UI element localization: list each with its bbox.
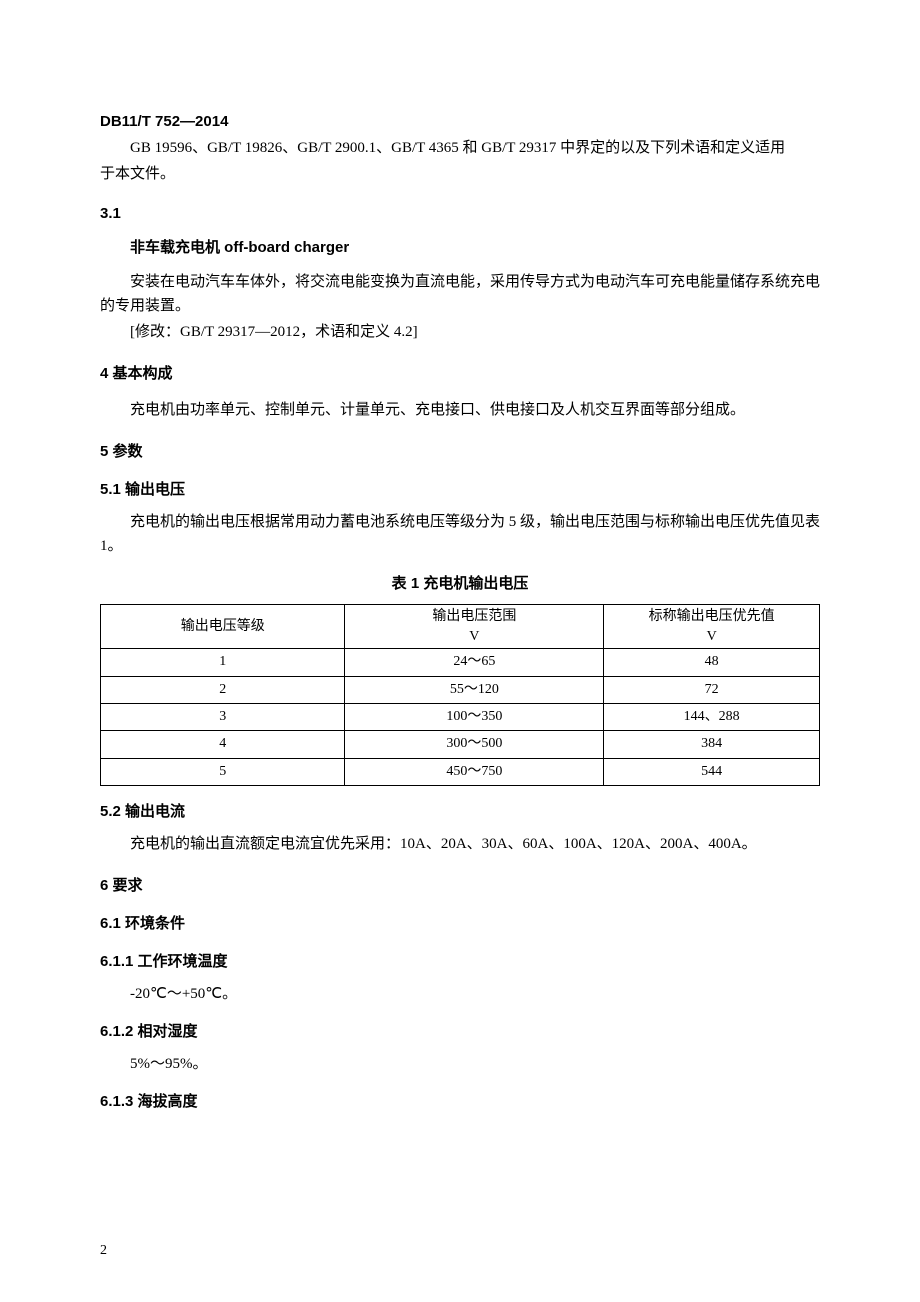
term-3-1-heading: 非车载充电机 off-board charger <box>100 236 820 260</box>
col-2-label: 标称输出电压优先值 <box>649 609 775 624</box>
section-6-1-2-heading: 6.1.2 相对湿度 <box>100 1020 820 1044</box>
page: DB11/T 752—2014 GB 19596、GB/T 19826、GB/T… <box>0 0 920 1302</box>
document-code: DB11/T 752—2014 <box>100 110 820 134</box>
section-6-1-1-body: -20℃～+50℃。 <box>100 982 820 1006</box>
table-row: 2 55～120 72 <box>101 676 820 703</box>
table-header-cell: 输出电压等级 <box>101 605 345 649</box>
table-row: 5 450～750 544 <box>101 758 820 785</box>
table-header-cell: 标称输出电压优先值 V <box>604 605 820 649</box>
page-number: 2 <box>100 1240 107 1262</box>
section-5-heading: 5 参数 <box>100 440 820 464</box>
col-2-unit: V <box>707 629 717 644</box>
col-1-label: 输出电压范围 <box>432 609 516 624</box>
table-1-caption: 表 1 充电机输出电压 <box>100 572 820 596</box>
table-cell: 1 <box>101 649 345 676</box>
table-cell: 144、288 <box>604 703 820 730</box>
col-0-label: 输出电压等级 <box>181 619 265 634</box>
table-cell: 55～120 <box>345 676 604 703</box>
table-header-cell: 输出电压范围 V <box>345 605 604 649</box>
table-1: 输出电压等级 输出电压范围 V 标称输出电压优先值 V 1 24～65 48 2 <box>100 604 820 786</box>
table-row: 1 24～65 48 <box>101 649 820 676</box>
table-cell: 2 <box>101 676 345 703</box>
table-cell: 300～500 <box>345 731 604 758</box>
table-cell: 3 <box>101 703 345 730</box>
section-5-1-heading: 5.1 输出电压 <box>100 478 820 502</box>
section-4-heading: 4 基本构成 <box>100 362 820 386</box>
table-header-row: 输出电压等级 输出电压范围 V 标称输出电压优先值 V <box>101 605 820 649</box>
table-cell: 544 <box>604 758 820 785</box>
table-cell: 72 <box>604 676 820 703</box>
section-5-1-body: 充电机的输出电压根据常用动力蓄电池系统电压等级分为 5 级，输出电压范围与标称输… <box>100 510 820 558</box>
intro-line-1: GB 19596、GB/T 19826、GB/T 2900.1、GB/T 436… <box>100 136 820 160</box>
section-6-heading: 6 要求 <box>100 874 820 898</box>
col-1-unit: V <box>469 629 479 644</box>
section-3-1-number: 3.1 <box>100 202 820 226</box>
intro-line-2: 于本文件。 <box>100 162 820 186</box>
table-cell: 384 <box>604 731 820 758</box>
term-3-1-note: [修改：GB/T 29317—2012，术语和定义 4.2] <box>100 320 820 344</box>
table-cell: 4 <box>101 731 345 758</box>
table-cell: 100～350 <box>345 703 604 730</box>
section-5-2-heading: 5.2 输出电流 <box>100 800 820 824</box>
section-6-1-2-body: 5%～95%。 <box>100 1052 820 1076</box>
section-5-2-body: 充电机的输出直流额定电流宜优先采用：10A、20A、30A、60A、100A、1… <box>100 832 820 856</box>
table-cell: 450～750 <box>345 758 604 785</box>
section-4-body: 充电机由功率单元、控制单元、计量单元、充电接口、供电接口及人机交互界面等部分组成… <box>100 398 820 422</box>
table-row: 4 300～500 384 <box>101 731 820 758</box>
section-6-1-heading: 6.1 环境条件 <box>100 912 820 936</box>
section-6-1-1-heading: 6.1.1 工作环境温度 <box>100 950 820 974</box>
table-cell: 48 <box>604 649 820 676</box>
table-cell: 24～65 <box>345 649 604 676</box>
term-3-1-definition: 安装在电动汽车车体外，将交流电能变换为直流电能，采用传导方式为电动汽车可充电能量… <box>100 270 820 318</box>
section-6-1-3-heading: 6.1.3 海拔高度 <box>100 1090 820 1114</box>
table-cell: 5 <box>101 758 345 785</box>
table-row: 3 100～350 144、288 <box>101 703 820 730</box>
